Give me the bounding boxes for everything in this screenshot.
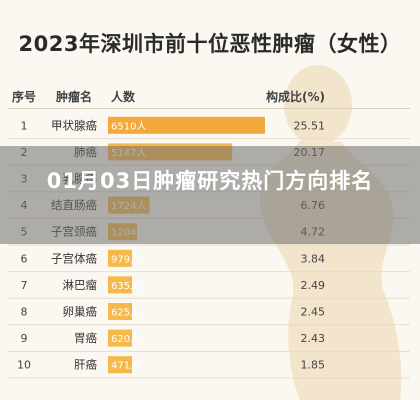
rank-label: 9 bbox=[21, 332, 28, 345]
count-bar bbox=[108, 329, 132, 347]
tumor-name-label: 胃癌 bbox=[74, 331, 97, 345]
count-bar bbox=[108, 249, 132, 267]
header-count: 人数 bbox=[111, 90, 136, 104]
share-value-label: 1.85 bbox=[301, 359, 326, 372]
tumor-name-label: 子宫体癌 bbox=[51, 251, 97, 265]
chart-title: 2023年深圳市前十位恶性肿瘤（女性） bbox=[18, 32, 402, 56]
header-rank: 序号 bbox=[12, 90, 37, 104]
rank-label: 6 bbox=[21, 252, 28, 265]
count-value-label: 471人 bbox=[111, 360, 140, 372]
header-share: 构成比(%) bbox=[266, 90, 325, 104]
share-value-label: 3.84 bbox=[301, 252, 326, 265]
count-bar bbox=[108, 303, 132, 320]
header-tumor-name: 肿瘤名 bbox=[56, 90, 93, 104]
rank-label: 10 bbox=[17, 359, 31, 372]
share-value-label: 2.43 bbox=[301, 332, 326, 345]
headline-overlay-text: 01月03日肿瘤研究热门方向排名 bbox=[46, 169, 374, 193]
count-bar bbox=[108, 116, 265, 134]
tumor-name-label: 肝癌 bbox=[74, 358, 97, 372]
tumor-name-label: 卵巢癌 bbox=[63, 305, 98, 319]
header-divider bbox=[8, 108, 410, 109]
share-value-label: 2.49 bbox=[301, 279, 326, 292]
rank-label: 8 bbox=[21, 306, 28, 319]
count-bar bbox=[108, 276, 132, 294]
count-value-label: 6510人 bbox=[111, 120, 146, 132]
count-value-label: 979人 bbox=[111, 253, 140, 265]
count-value-label: 625人 bbox=[111, 307, 140, 319]
tumor-name-label: 甲状腺癌 bbox=[51, 118, 97, 132]
tumor-name-label: 淋巴瘤 bbox=[63, 278, 98, 292]
rank-label: 1 bbox=[21, 119, 28, 132]
rank-label: 7 bbox=[21, 279, 28, 292]
count-value-label: 635人 bbox=[111, 280, 140, 292]
count-value-label: 620人 bbox=[111, 333, 140, 345]
headline-overlay-band bbox=[0, 146, 420, 244]
count-bar bbox=[108, 356, 132, 374]
share-value-label: 25.51 bbox=[294, 119, 326, 132]
share-value-label: 2.45 bbox=[301, 306, 326, 319]
